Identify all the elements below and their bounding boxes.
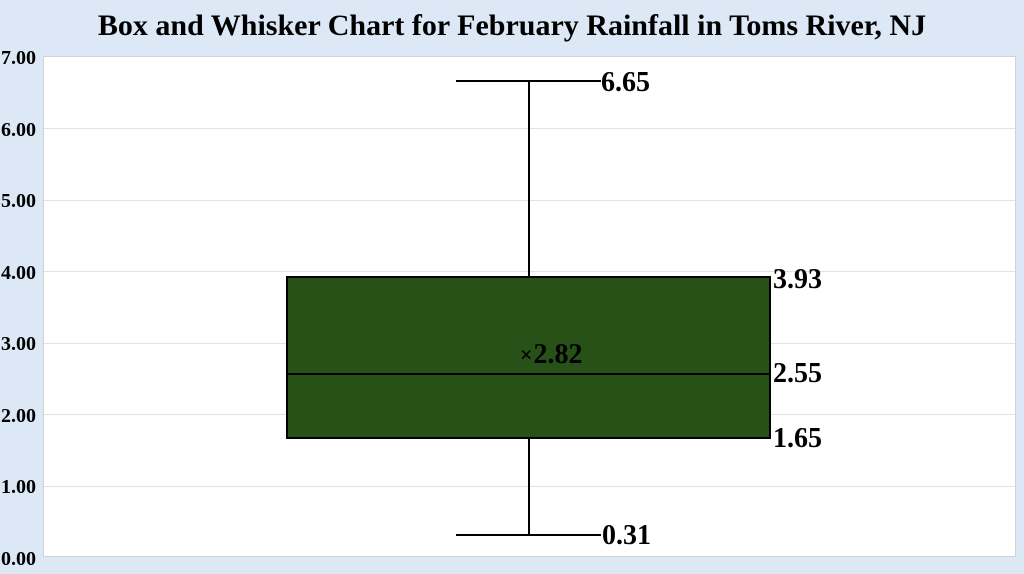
mean-x-icon: × xyxy=(520,342,533,368)
mean-label: 2.82 xyxy=(533,339,583,371)
median-label: 2.55 xyxy=(773,358,822,390)
y-tick-label: 6.00 xyxy=(1,118,36,141)
q3-label: 3.93 xyxy=(773,263,822,295)
median-line xyxy=(286,373,771,376)
gridline xyxy=(44,199,1015,201)
lower-whisker-line xyxy=(527,438,530,535)
max-label: 6.65 xyxy=(601,67,650,99)
y-tick-label: 2.00 xyxy=(1,404,36,427)
iqr-box xyxy=(286,275,771,439)
y-tick-label: 1.00 xyxy=(1,476,36,499)
gridline xyxy=(44,271,1015,273)
max-whisker-cap xyxy=(456,80,601,83)
upper-whisker-line xyxy=(527,81,530,276)
chart-title: Box and Whisker Chart for February Rainf… xyxy=(97,9,927,42)
y-tick-label: 4.00 xyxy=(1,261,36,284)
y-tick-label: 5.00 xyxy=(1,190,36,213)
min-whisker-cap xyxy=(456,533,601,536)
mean-marker-group: × 2.82 xyxy=(520,341,583,369)
gridline xyxy=(44,128,1015,130)
q1-label: 1.65 xyxy=(773,422,822,454)
min-label: 0.31 xyxy=(602,519,651,551)
y-tick-label: 0.00 xyxy=(1,548,36,570)
gridline xyxy=(44,485,1015,487)
y-tick-label: 7.00 xyxy=(1,47,36,69)
y-tick-label: 3.00 xyxy=(1,333,36,356)
